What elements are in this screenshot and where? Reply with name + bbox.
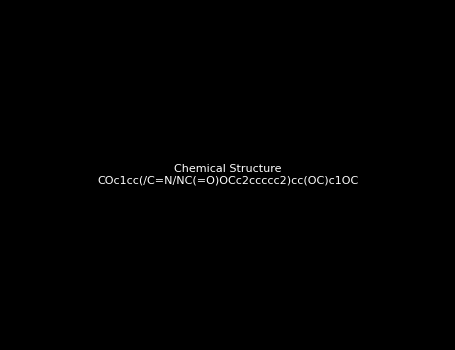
Text: Chemical Structure
COc1cc(/C=N/NC(=O)OCc2ccccc2)cc(OC)c1OC: Chemical Structure COc1cc(/C=N/NC(=O)OCc… <box>97 164 358 186</box>
